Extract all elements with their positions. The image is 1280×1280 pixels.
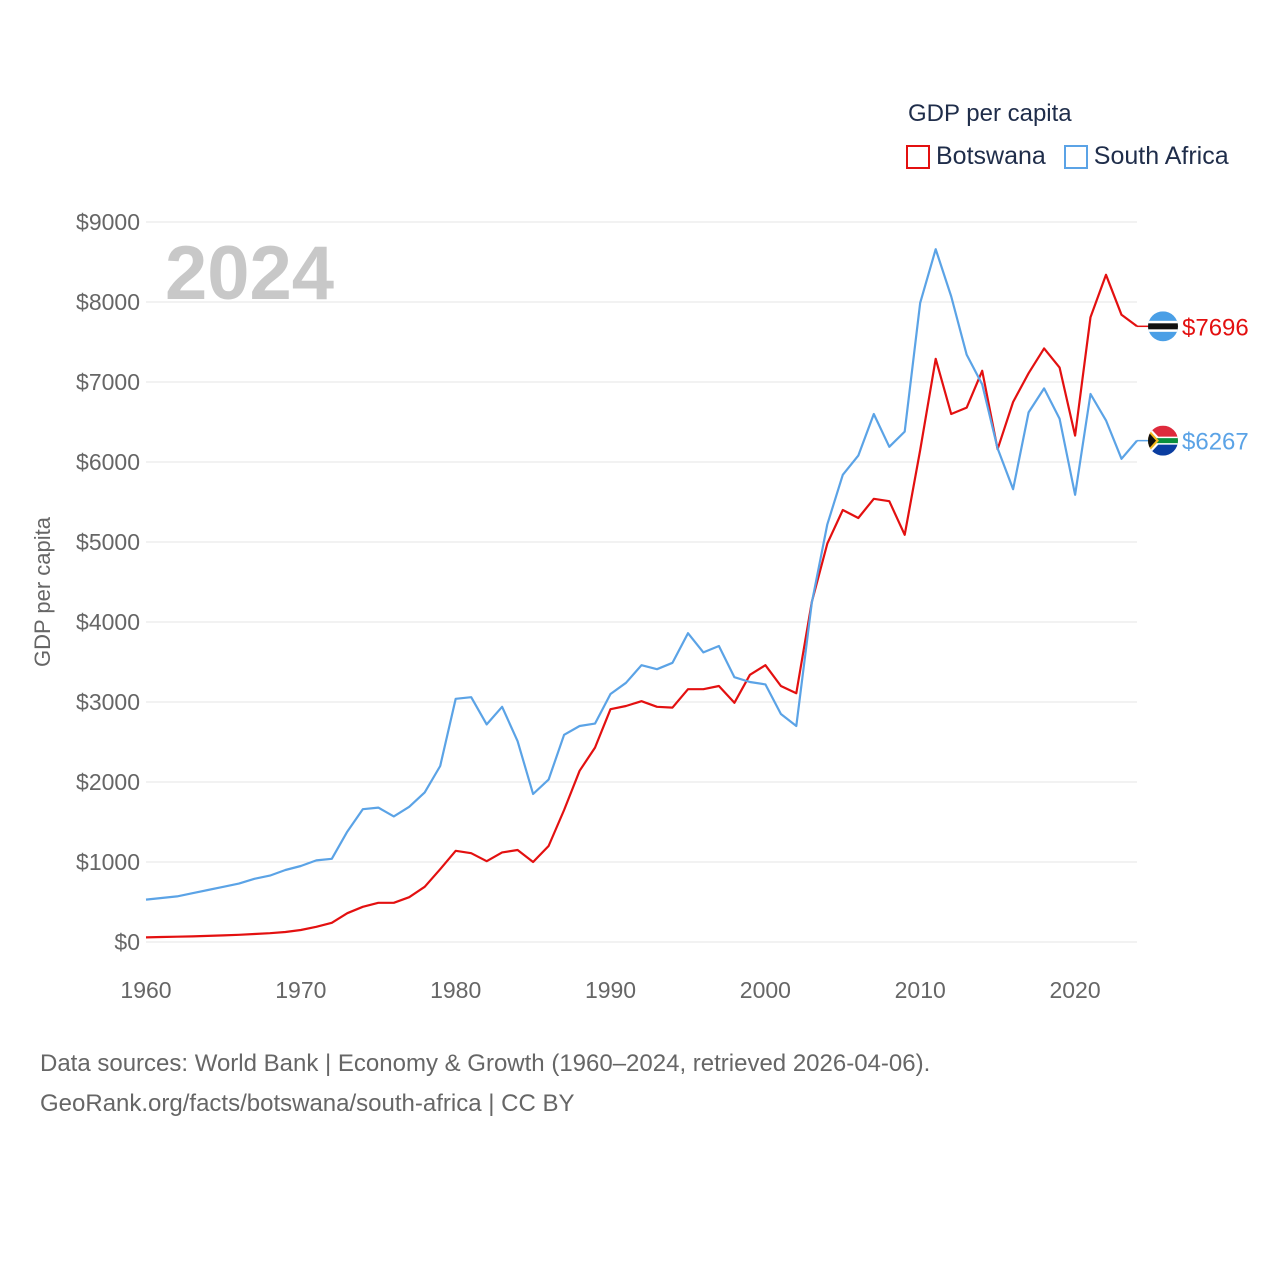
flag-icon-botswana xyxy=(1148,311,1178,342)
gdp-line-chart: $0 $1000 $2000 $3000 $4000 $5000 $6000 $7000 $80… xyxy=(30,209,1249,1003)
x-tick-label: 2000 xyxy=(740,977,791,1003)
y-tick-label: $5000 xyxy=(76,529,140,555)
y-tick-label: $7000 xyxy=(76,369,140,395)
flag-icon-south-africa xyxy=(1148,425,1178,456)
legend-item-south-africa[interactable]: South Africa xyxy=(1063,142,1229,171)
flag-green-band xyxy=(1148,438,1178,444)
year-label: 2024 xyxy=(165,231,334,316)
legend-swatch-botswana xyxy=(906,144,930,169)
x-tick-label: 2020 xyxy=(1049,977,1100,1003)
y-tick-label: $2000 xyxy=(76,769,140,795)
flag-black-triangle xyxy=(1148,431,1156,450)
y-tick-label: $3000 xyxy=(76,689,140,715)
y-tick-label: $6000 xyxy=(76,449,140,475)
end-value-label-south-africa: $6267 xyxy=(1182,429,1249,456)
legend-swatch-south-africa xyxy=(1063,144,1088,169)
x-tick-label: 1980 xyxy=(430,977,481,1003)
legend-item-botswana[interactable]: Botswana xyxy=(906,142,1046,171)
y-tick-label: $9000 xyxy=(76,209,140,235)
legend-label-botswana: Botswana xyxy=(936,142,1046,170)
flag-body xyxy=(1148,311,1178,342)
x-tick-label: 1990 xyxy=(585,977,636,1003)
legend-title: GDP per capita xyxy=(908,100,1072,127)
flag-body xyxy=(1148,425,1178,456)
y-tick-label: $0 xyxy=(114,929,140,955)
footer-attribution[interactable]: GeoRank.org/facts/botswana/south-africa … xyxy=(40,1090,575,1117)
y-axis-title: GDP per capita xyxy=(30,516,55,667)
y-tick-label: $8000 xyxy=(76,289,140,315)
y-tick-label: $4000 xyxy=(76,609,140,635)
x-tick-label: 1960 xyxy=(120,977,171,1003)
flag-black-stripe xyxy=(1148,323,1178,330)
series-line-south-africa xyxy=(145,248,1138,901)
y-tick-label: $1000 xyxy=(76,849,140,875)
legend: Botswana South Africa xyxy=(906,142,1247,171)
footer-sources: Data sources: World Bank | Economy & Gro… xyxy=(40,1050,931,1077)
legend-label-south-africa: South Africa xyxy=(1093,142,1229,170)
footer: Data sources: World Bank | Economy & Gro… xyxy=(40,1044,930,1124)
x-tick-label: 1970 xyxy=(275,977,326,1003)
series-line-botswana xyxy=(145,273,1138,939)
x-tick-label: 2010 xyxy=(895,977,946,1003)
end-value-label-botswana: $7696 xyxy=(1182,314,1249,341)
